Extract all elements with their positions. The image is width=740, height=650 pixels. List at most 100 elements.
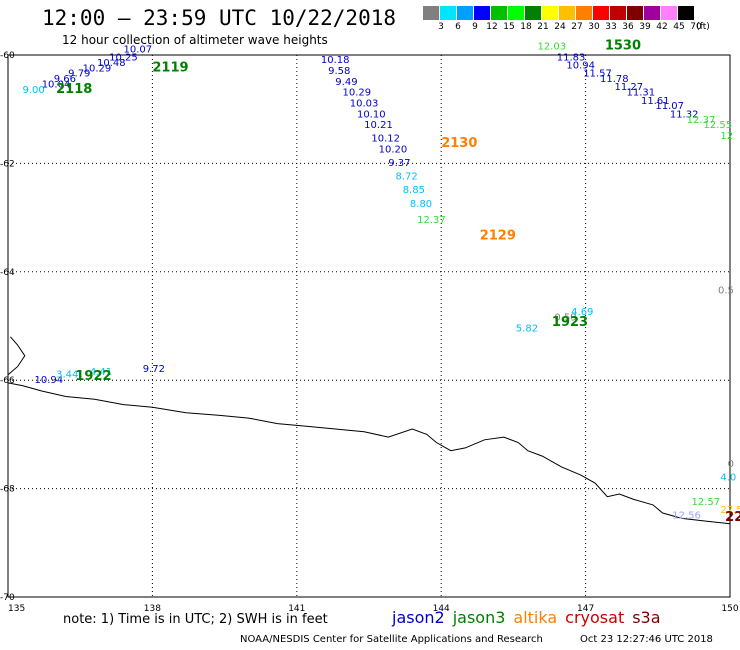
colorbar-label: 9 — [472, 22, 478, 32]
lon-tick-label: 138 — [144, 604, 161, 614]
colorbar-swatch — [474, 6, 491, 20]
swh-point-label: 10.03 — [350, 98, 379, 109]
swh-point-label: 9.00 — [22, 85, 44, 96]
lat-tick-label: -60 — [0, 51, 15, 61]
colorbar-label: 12 — [486, 22, 498, 32]
lon-tick-label: 141 — [288, 604, 305, 614]
swh-point-label: 3.44 — [56, 369, 78, 380]
swh-point-label: 8.80 — [410, 199, 432, 210]
satellite-legend: jason2 jason3 altika cryosat s3a — [392, 608, 669, 627]
swh-point-label: 27.58 — [720, 505, 740, 516]
colorbar-label: 39 — [639, 22, 651, 32]
swh-point-label: 8.72 — [395, 172, 417, 183]
swh-point-label: 10.20 — [379, 145, 408, 156]
colorbar-label: 30 — [588, 22, 600, 32]
swh-point-label: 11.61 — [641, 96, 670, 107]
swh-point-label: 4.41 — [90, 367, 112, 378]
swh-point-label: 10.12 — [371, 134, 400, 145]
swh-point-label: 10.94 — [34, 375, 63, 386]
swh-point-label: 12.37 — [417, 215, 446, 226]
swh-point-label: 9.37 — [388, 158, 410, 169]
swh-point-label: 9.72 — [143, 364, 165, 375]
lat-tick-label: -70 — [0, 593, 15, 603]
swh-point-label: 0 — [728, 459, 734, 470]
colorbar-swatch — [491, 6, 508, 20]
colorbar-label: 70 — [690, 22, 702, 32]
coastline — [7, 382, 731, 525]
swh-point-label: 10.18 — [321, 55, 350, 66]
lon-tick-label: 147 — [577, 604, 594, 614]
swh-point-label: 10.10 — [357, 109, 386, 120]
swh-point-label: 12.55 — [704, 120, 733, 131]
swh-point-label: 10.94 — [566, 61, 595, 72]
swh-point-label: 5.82 — [516, 323, 538, 334]
colorbar-swatch — [644, 6, 661, 20]
swh-point-label: 11.27 — [614, 82, 643, 93]
legend-item-jason2: jason2 — [392, 608, 445, 627]
colorbar-label: 24 — [554, 22, 566, 32]
colorbar-swatch — [678, 6, 695, 20]
lat-tick-label: -68 — [0, 485, 15, 495]
swh-point-label: 12.56 — [672, 510, 701, 521]
swh-point-label: 4.0 — [720, 472, 736, 483]
swh-point-label: 12.03 — [537, 42, 566, 53]
colorbar-label: 36 — [622, 22, 634, 32]
colorbar-label: 27 — [571, 22, 583, 32]
swh-point-label: 12.57 — [691, 497, 720, 508]
coastline-west — [7, 336, 26, 376]
lon-tick-label: 150 — [721, 604, 738, 614]
swh-point-label: 9.66 — [54, 74, 76, 85]
map-subtitle: 12 hour collection of altimeter wave hei… — [62, 33, 328, 47]
footer-credit: NOAA/NESDIS Center for Satellite Applica… — [240, 634, 543, 645]
swh-point-label: 11.07 — [655, 101, 684, 112]
colorbar-swatch — [457, 6, 474, 20]
colorbar-label: 6 — [455, 22, 461, 32]
legend-item-s3a: s3a — [632, 608, 661, 627]
map-title: 12:00 – 23:59 UTC 10/22/2018 — [42, 6, 397, 30]
colorbar-label: 21 — [537, 22, 549, 32]
legend-item-cryosat: cryosat — [565, 608, 625, 627]
swh-point-label: 10.29 — [83, 63, 112, 74]
swh-point-label: 10.07 — [124, 44, 153, 55]
colorbar-label: 18 — [520, 22, 532, 32]
note-text: note: 1) Time is in UTC; 2) SWH is in fe… — [63, 612, 328, 627]
lon-tick-label: 144 — [433, 604, 450, 614]
colorbar-swatch — [508, 6, 525, 20]
colorbar-swatch — [661, 6, 678, 20]
colorbar-swatch — [542, 6, 559, 20]
lat-tick-label: -66 — [0, 376, 15, 386]
swh-point-label: 10.29 — [343, 88, 372, 99]
swh-point-label: 9.49 — [335, 77, 357, 88]
legend-item-jason3: jason3 — [452, 608, 506, 627]
track-time-label: 2130 — [441, 136, 477, 151]
colorbar-unit: (ft) — [696, 22, 710, 32]
swh-point-label: 12.37 — [687, 115, 716, 126]
colorbar-swatch — [559, 6, 576, 20]
lat-tick-label: -62 — [0, 159, 15, 169]
swh-point-label: 12 — [720, 131, 733, 142]
swh-point-label: 11.78 — [600, 74, 629, 85]
colorbar-swatch — [525, 6, 542, 20]
footer-timestamp: Oct 23 12:27:46 UTC 2018 — [580, 634, 713, 645]
swh-point-label: 0.59 — [554, 313, 576, 324]
track-time-label: 1923 — [552, 315, 588, 330]
colorbar-label: 42 — [656, 22, 668, 32]
swh-point-label: 11.83 — [557, 52, 586, 63]
colorbar-swatch — [593, 6, 610, 20]
lat-tick-label: -64 — [0, 268, 15, 278]
swh-point-label: 4.69 — [571, 307, 593, 318]
track-time-label: 2129 — [480, 228, 516, 243]
colorbar-label: 33 — [605, 22, 617, 32]
colorbar-label: 45 — [673, 22, 685, 32]
swh-point-label: 11.57 — [583, 69, 612, 80]
swh-point-label: 10.21 — [364, 120, 393, 131]
swh-point-label: 9.79 — [68, 69, 90, 80]
track-time-label: 22 — [725, 510, 740, 525]
colorbar-swatch — [576, 6, 593, 20]
swh-point-label: 10.04 — [42, 80, 71, 91]
swh-point-label: 8.85 — [403, 185, 425, 196]
track-time-label: 1922 — [75, 369, 111, 384]
map-frame — [7, 54, 731, 598]
swh-point-label: 10.48 — [97, 58, 126, 69]
